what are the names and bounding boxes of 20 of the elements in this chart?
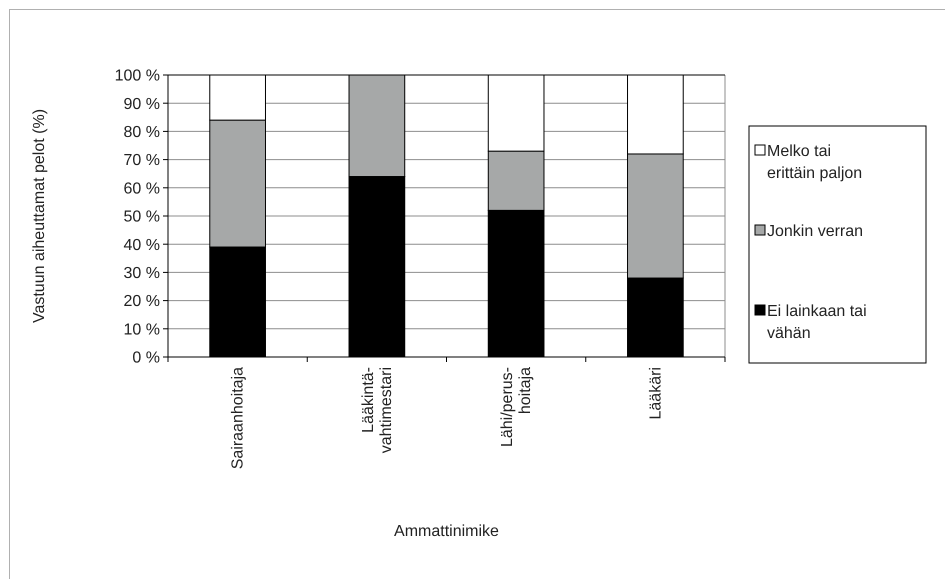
x-axis-title: Ammattinimike <box>394 523 500 540</box>
y-tick-label: 40 % <box>124 236 160 254</box>
y-tick-label: 90 % <box>124 96 160 113</box>
legend-label: Melko tai erittäin paljon <box>767 143 862 182</box>
y-tick-label: 80 % <box>124 124 160 141</box>
y-tick-label: 70 % <box>124 152 160 170</box>
y-tick-label: 10 % <box>124 321 160 338</box>
legend-label: Jonkin verran <box>767 223 864 240</box>
y-tick-label: 100 % <box>114 68 160 85</box>
x-tick-label: Sairaanhoitaja <box>230 366 247 470</box>
y-tick-label: 0 % <box>132 350 160 367</box>
y-axis-title: Vastuun aiheuttamat pelot (%) <box>31 108 48 324</box>
x-tick-label: Lääkintä- vahtimestari <box>360 367 395 454</box>
legend-label: Ei lainkaan tai vähän <box>767 303 867 342</box>
x-tick-label: Lähi/perus- hoitaja <box>499 366 534 448</box>
y-tick-label: 20 % <box>124 293 160 310</box>
y-tick-label: 50 % <box>124 208 160 226</box>
x-tick-label: Lääkäri <box>647 367 664 420</box>
y-tick-label: 60 % <box>124 180 160 198</box>
y-tick-label: 30 % <box>124 265 160 282</box>
